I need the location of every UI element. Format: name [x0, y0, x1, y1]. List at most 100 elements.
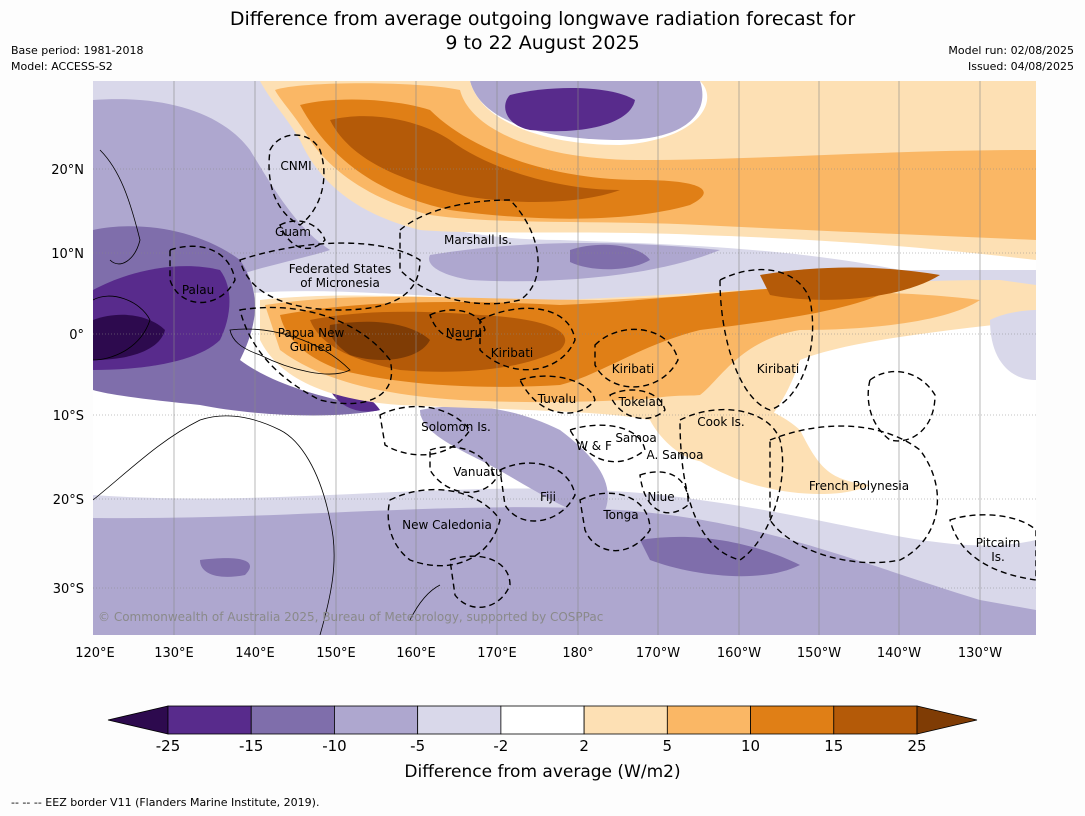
place-label: Fiji — [540, 490, 556, 504]
model-run-text: Model run: 02/08/2025 — [948, 44, 1074, 57]
place-label: Kiribati — [757, 362, 799, 376]
lat-tick-label: 30°S — [53, 582, 84, 597]
place-label: Tuvalu — [537, 392, 577, 406]
lat-tick-label: 0° — [69, 328, 84, 343]
place-label: Marshall Is. — [444, 233, 512, 247]
eez-pitcairn — [949, 514, 1036, 581]
colorbar-segment — [334, 705, 419, 735]
eez-kiribati-line — [719, 268, 814, 411]
colorbar-segment — [167, 705, 252, 735]
lon-tick-label: 180° — [562, 646, 593, 661]
place-label: A. Samoa — [647, 448, 704, 462]
eez-nauru — [429, 309, 486, 341]
eez-new-caledonia — [387, 488, 501, 567]
place-label: French Polynesia — [809, 479, 909, 493]
eez-tokelau — [609, 389, 666, 420]
lat-tick-label: 20°N — [51, 163, 84, 178]
colorbar-tick-label: 25 — [907, 737, 927, 755]
colorbar-segment — [666, 705, 751, 735]
coast-new-guinea — [229, 328, 351, 375]
place-label: Tokelau — [618, 395, 664, 409]
place-label: Federated States — [289, 262, 391, 276]
place-label: Is. — [991, 550, 1005, 564]
place-label: Papua New — [278, 326, 345, 340]
place-label: W & F — [576, 439, 612, 453]
colorbar-segment — [417, 705, 502, 735]
eez-solomon — [379, 405, 471, 456]
eez-marshall — [399, 199, 539, 305]
coast-borneo — [93, 295, 151, 361]
place-label: CNMI — [280, 159, 311, 173]
colorbar-tick-label: -2 — [493, 737, 509, 755]
model-text: Model: ACCESS-S2 — [11, 60, 113, 73]
place-label: Palau — [182, 283, 214, 297]
lon-tick-labels: 120°E 130°E 140°E 150°E 160°E 170°E 180°… — [75, 646, 1002, 661]
place-label: Guam — [275, 225, 311, 239]
lon-tick-label: 130°W — [958, 646, 1002, 661]
lat-tick-label: 20°S — [53, 493, 84, 508]
coastlines — [93, 149, 441, 635]
anomaly-region-hawaii-dark — [505, 88, 635, 132]
anomaly-field — [93, 81, 1036, 635]
colorbar-tick-label: -10 — [322, 737, 347, 755]
olr-anomaly-map: CNMI Guam Marshall Is. Federated States … — [51, 81, 1036, 661]
eez-french-polynesia-marquesas — [867, 370, 936, 442]
place-label: Tonga — [602, 508, 638, 522]
eez-cook — [679, 408, 784, 561]
anomaly-region-southeast-light — [640, 395, 870, 495]
lon-tick-label: 160°E — [396, 646, 436, 661]
eez-niue — [639, 471, 689, 514]
chart-title-line2: 9 to 22 August 2025 — [445, 32, 640, 54]
place-label: of Micronesia — [300, 276, 380, 290]
anomaly-region-maritime-extreme — [93, 314, 165, 360]
place-label: Guinea — [290, 340, 333, 354]
graticule — [93, 81, 1036, 635]
anomaly-region-south-dark2 — [200, 558, 250, 577]
place-label: Kiribati — [612, 362, 654, 376]
eez-vanuatu — [429, 446, 496, 494]
eez-samoa — [568, 424, 646, 463]
colorbar-label: Difference from average (W/m2) — [404, 762, 681, 782]
colorbar-tick-label: 5 — [662, 737, 673, 755]
chart-title-line1: Difference from average outgoing longwav… — [229, 8, 856, 30]
anomaly-region-south-dark1 — [640, 536, 800, 577]
colorbar-tick-label: -5 — [410, 737, 426, 755]
place-label: Niue — [647, 490, 674, 504]
anomaly-region-south-mid — [93, 507, 1036, 635]
colorbar-segment — [750, 705, 835, 735]
eez-kermadec — [449, 555, 511, 609]
eez-tuvalu — [519, 375, 596, 414]
lon-tick-label: 120°E — [75, 646, 115, 661]
lat-tick-labels: 20°N 10°N 0° 10°S 20°S 30°S — [51, 163, 84, 597]
anomaly-region-equator-extreme — [329, 321, 430, 360]
eez-borders — [169, 134, 1036, 609]
anomaly-region-micronesia-dark — [570, 244, 650, 270]
place-label: Cook Is. — [697, 415, 744, 429]
colorbar-tick-label: 10 — [741, 737, 761, 755]
eez-palau — [169, 245, 236, 304]
lon-tick-label: 160°W — [717, 646, 761, 661]
coast-philippines — [99, 149, 141, 265]
lon-tick-label: 140°W — [877, 646, 921, 661]
anomaly-region-kiribati-deep — [760, 267, 940, 300]
colorbar-extend-high — [916, 705, 978, 735]
eez-cnmi — [268, 134, 325, 226]
eez-tonga — [579, 492, 651, 552]
lon-tick-label: 150°E — [316, 646, 356, 661]
colorbar — [107, 705, 978, 735]
place-label: Vanuatu — [453, 465, 503, 479]
eez-fiji — [499, 462, 576, 522]
place-label: New Caledonia — [402, 518, 492, 532]
colorbar-segment — [500, 705, 585, 735]
lat-tick-label: 10°N — [51, 247, 84, 262]
colorbar-segment — [833, 705, 918, 735]
place-label: Nauru — [446, 326, 482, 340]
colorbar-tick-label: 2 — [579, 737, 589, 755]
place-label: Kiribati — [491, 346, 533, 360]
colorbar-segment — [250, 705, 335, 735]
colorbar-tick-label: -15 — [238, 737, 264, 755]
colorbar-tick-label: -25 — [155, 737, 181, 755]
lon-tick-label: 130°E — [154, 646, 194, 661]
eez-kiribati-gilbert — [479, 307, 576, 371]
footnote: -- -- -- EEZ border V11 (Flanders Marine… — [11, 796, 320, 809]
